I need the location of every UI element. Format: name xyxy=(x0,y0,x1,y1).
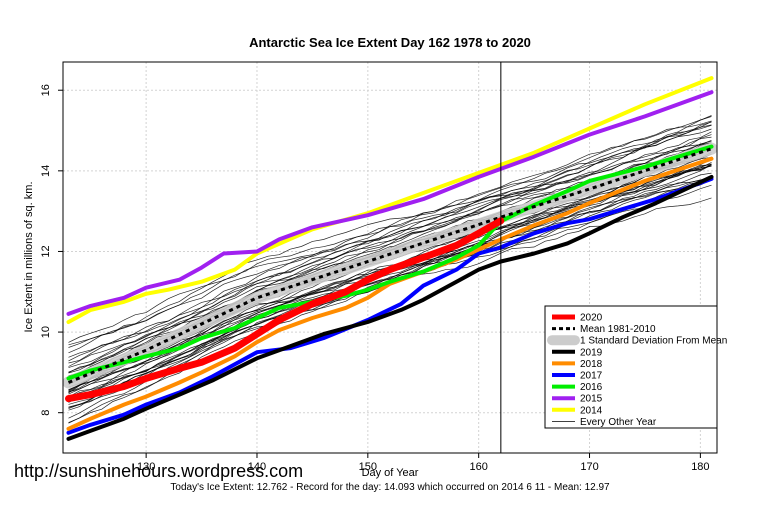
y-tick-label: 8 xyxy=(40,410,52,416)
every-other-year-line xyxy=(68,131,712,368)
every-other-year-line xyxy=(68,136,712,364)
series-line-2019 xyxy=(66,174,714,441)
legend-label: 2017 xyxy=(580,371,603,382)
every-other-year-line xyxy=(68,121,712,346)
series-lines xyxy=(62,76,718,441)
x-tick-label: 180 xyxy=(691,461,709,473)
every-other-year-line xyxy=(68,128,712,358)
y-axis-label: Ice Extent in millions of sq. km. xyxy=(23,182,35,333)
x-tick-label: 140 xyxy=(248,461,266,473)
y-tick-label: 12 xyxy=(40,245,52,257)
legend-box xyxy=(544,305,718,429)
watermark-url: http://sunshinehours.wordpress.com xyxy=(14,461,303,481)
every-other-year-line xyxy=(68,115,712,373)
series-line-2016 xyxy=(66,144,714,381)
legend-label: Mean 1981-2010 xyxy=(580,324,656,335)
x-axis-label: Day of Year xyxy=(362,467,419,479)
plot-frame xyxy=(62,61,718,454)
series-line-2020 xyxy=(65,217,505,403)
every-other-year-line xyxy=(68,116,712,354)
x-tick-label: 130 xyxy=(137,461,155,473)
x-tick-label: 150 xyxy=(359,461,377,473)
series-line-mean-1981-2010 xyxy=(67,147,712,384)
every-other-year-line xyxy=(68,177,712,405)
legend-label: Every Other Year xyxy=(580,417,657,428)
series-line-2015 xyxy=(66,90,714,316)
legend-label: 2019 xyxy=(580,347,603,358)
y-tick-label: 14 xyxy=(40,165,52,177)
legend-label: 2014 xyxy=(580,405,603,416)
legend-label: 2018 xyxy=(580,359,603,370)
x-axis: 130 140 150 160 170 180 xyxy=(137,453,710,473)
chart-title: Antarctic Sea Ice Extent Day 162 1978 to… xyxy=(249,35,531,50)
series-line-2018 xyxy=(66,156,714,431)
x-tick-label: 160 xyxy=(469,461,487,473)
legend-label: 2015 xyxy=(580,394,603,405)
y-tick-label: 10 xyxy=(40,326,52,338)
y-axis: 8 10 12 14 16 xyxy=(40,84,63,416)
series-line-2014 xyxy=(66,76,714,324)
y-tick-label: 16 xyxy=(40,84,52,96)
footer-stats: Today's Ice Extent: 12.762 - Record for … xyxy=(170,482,610,493)
legend-label: 1 Standard Deviation From Mean xyxy=(580,336,727,347)
legend-label: 2016 xyxy=(580,382,603,393)
legend-label: 2020 xyxy=(580,313,603,324)
x-tick-label: 170 xyxy=(580,461,598,473)
series-line-2017 xyxy=(66,176,714,435)
